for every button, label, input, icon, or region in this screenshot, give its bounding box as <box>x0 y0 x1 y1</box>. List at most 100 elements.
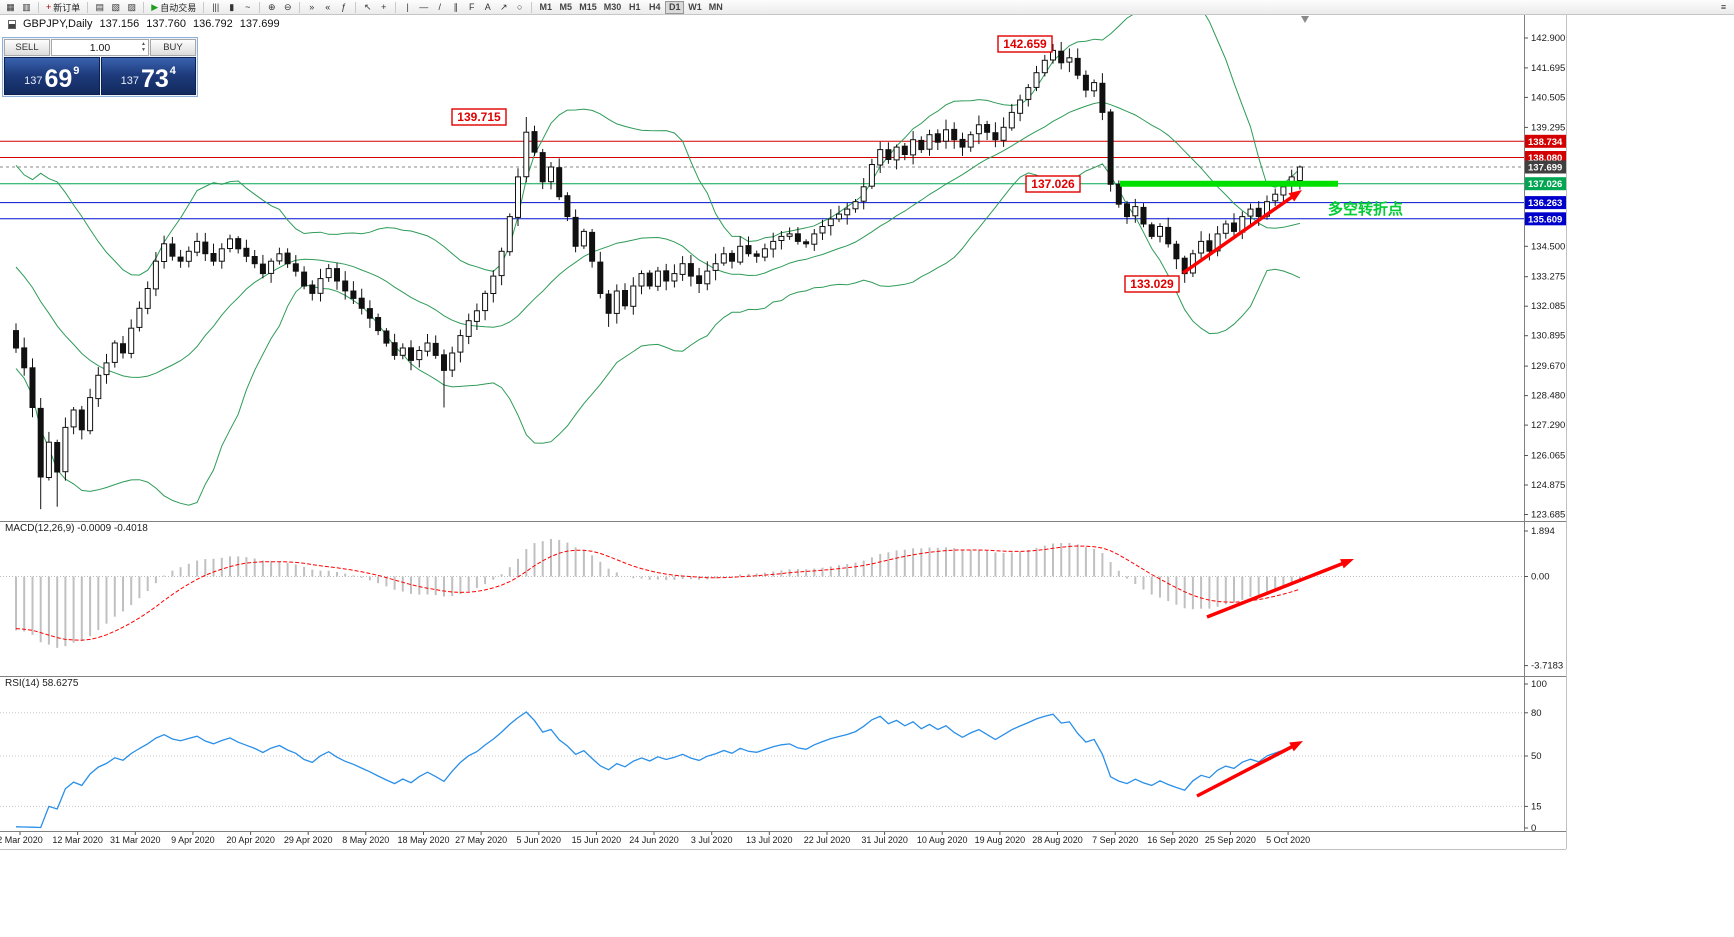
svg-text:126.065: 126.065 <box>1531 451 1565 462</box>
zoom-out-icon[interactable]: ⊖ <box>280 1 295 14</box>
autotrading-button[interactable]: ▶ 自动交易 <box>148 1 199 14</box>
buy-tab-button[interactable]: BUY <box>150 39 196 56</box>
arrows-tool-icon[interactable]: ↗ <box>496 1 511 14</box>
svg-text:3 Jul 2020: 3 Jul 2020 <box>691 835 733 845</box>
volume-decrease-icon[interactable]: ▼ <box>141 47 146 53</box>
fibonacci-icon[interactable]: F <box>464 1 479 14</box>
toolbar-separator <box>87 1 89 13</box>
svg-text:80: 80 <box>1531 708 1542 719</box>
timeframe-m5-button[interactable]: M5 <box>556 1 575 14</box>
auto-scroll-icon-glyph: » <box>309 1 315 12</box>
svg-text:16 Sep 2020: 16 Sep 2020 <box>1147 835 1198 845</box>
svg-text:123.685: 123.685 <box>1531 510 1565 521</box>
rsi-indicator-label: RSI(14) 58.6275 <box>5 678 79 689</box>
symbol-ohlc-header: GBPJPY,Daily 137.156 137.760 136.792 137… <box>8 18 280 30</box>
toolbar-separator <box>38 1 39 13</box>
svg-text:19 Aug 2020: 19 Aug 2020 <box>975 835 1026 845</box>
sell-tab-button[interactable]: SELL <box>4 39 50 56</box>
buy-price-button[interactable]: 137 73 4 <box>100 57 196 95</box>
horizontal-level-lines[interactable] <box>0 140 1524 220</box>
bar-chart-icon-glyph: ||| <box>212 1 220 12</box>
toolbar-separator <box>143 1 145 13</box>
chart-annotation[interactable] <box>1025 175 1081 193</box>
chart-annotation[interactable]: 133.029 <box>1130 277 1174 291</box>
trend-arrow[interactable] <box>1206 559 1349 619</box>
zoom-in-icon[interactable]: ⊕ <box>264 1 279 14</box>
autotrading-button-label: 自动交易 <box>160 2 197 13</box>
ohlc-open: 137.156 <box>99 18 140 30</box>
new-order-button[interactable]: + 新订单 <box>43 1 83 14</box>
indicators-icon[interactable]: ƒ <box>336 1 351 14</box>
price-annotations[interactable]: 142.659 139.715 137.026 133.029 多空转折点 <box>451 35 1403 293</box>
toolbar-separator <box>299 1 301 13</box>
market-watch-icon-glyph: ▤ <box>95 1 105 12</box>
ohlc-high: 137.760 <box>146 18 187 30</box>
data-window-icon[interactable]: ▧ <box>108 1 123 14</box>
trend-arrow[interactable] <box>1196 742 1298 798</box>
timeframe-m15-button[interactable]: M15 <box>576 1 600 14</box>
rsi-panel <box>0 711 1524 829</box>
sell-price-button[interactable]: 137 69 9 <box>4 57 100 95</box>
timeframe-h1-button[interactable]: H1 <box>625 1 644 14</box>
svg-text:141.695: 141.695 <box>1531 63 1565 74</box>
chart-shift-icon[interactable]: « <box>320 1 335 14</box>
svg-text:28 Aug 2020: 28 Aug 2020 <box>1032 835 1083 845</box>
toolbar-customize-icon[interactable]: ≡ <box>1716 1 1731 14</box>
new-chart-icon-glyph: ▦ <box>6 1 15 12</box>
vertical-line-icon[interactable]: | <box>400 1 415 14</box>
timeframe-w1-button[interactable]: W1 <box>685 1 705 14</box>
new-chart-icon[interactable]: ▦ <box>3 1 18 14</box>
chart-annotation[interactable]: 多空转折点 <box>1328 200 1403 218</box>
line-chart-icon[interactable]: ~ <box>240 1 255 14</box>
svg-text:135.609: 135.609 <box>1528 214 1562 225</box>
crosshair-icon[interactable]: + <box>376 1 391 14</box>
horizontal-line-icon[interactable]: — <box>416 1 431 14</box>
buy-price-point: 4 <box>169 65 176 77</box>
toolbar-separator <box>395 1 397 13</box>
chart-annotation[interactable] <box>451 108 507 126</box>
svg-text:127.290: 127.290 <box>1531 420 1565 431</box>
timeframe-m1-button[interactable]: M1 <box>536 1 555 14</box>
navigator-icon[interactable]: ▨ <box>124 1 139 14</box>
svg-text:132.085: 132.085 <box>1531 301 1565 312</box>
trend-arrow[interactable] <box>1289 741 1303 752</box>
trend-arrow[interactable] <box>1181 192 1298 275</box>
arrows-tool-icon-glyph: ↗ <box>499 1 508 12</box>
svg-text:10 Aug 2020: 10 Aug 2020 <box>917 835 968 845</box>
cursor-icon[interactable]: ↖ <box>360 1 375 14</box>
volume-increase-icon[interactable]: ▲ <box>141 41 146 47</box>
text-label-icon[interactable]: A <box>480 1 495 14</box>
trend-arrow[interactable] <box>1288 190 1303 202</box>
svg-text:138.734: 138.734 <box>1528 137 1563 148</box>
timeframe-m30-button[interactable]: M30 <box>601 1 625 14</box>
timeframe-d1-button[interactable]: D1 <box>665 0 685 14</box>
chart-annotation[interactable] <box>1124 275 1180 293</box>
profiles-icon[interactable]: ▥ <box>19 1 34 14</box>
buy-price-integer: 137 <box>120 75 139 87</box>
auto-scroll-icon[interactable]: » <box>304 1 319 14</box>
timeframe-mn-button[interactable]: MN <box>706 1 726 14</box>
bar-chart-icon[interactable]: ||| <box>208 1 223 14</box>
trendline-icon[interactable]: / <box>432 1 447 14</box>
channel-icon[interactable]: ∥ <box>448 1 463 14</box>
volume-field[interactable]: 1.00 ▲ ▼ <box>51 39 149 56</box>
svg-text:8 May 2020: 8 May 2020 <box>342 835 389 845</box>
chart-annotation[interactable]: 142.659 <box>1003 37 1047 51</box>
horizontal-line-icon-glyph: — <box>419 1 429 12</box>
market-watch-icon[interactable]: ▤ <box>92 1 107 14</box>
new-order-glyph: + <box>46 1 52 12</box>
timeframe-h4-button[interactable]: H4 <box>645 1 664 14</box>
candlestick-chart-icon[interactable]: ▮ <box>224 1 239 14</box>
trend-arrow[interactable] <box>1340 559 1354 569</box>
svg-text:133.275: 133.275 <box>1531 272 1565 283</box>
chart-annotation[interactable]: 137.026 <box>1031 177 1075 191</box>
trend-arrows[interactable] <box>1181 190 1354 798</box>
shapes-tool-icon[interactable]: ○ <box>512 1 527 14</box>
chart-annotation[interactable] <box>997 35 1053 53</box>
profiles-icon-glyph: ▥ <box>22 1 31 12</box>
chart-annotation[interactable]: 139.715 <box>457 110 501 124</box>
one-click-trading-panel: SELL 1.00 ▲ ▼ BUY 137 69 9 137 73 4 <box>2 37 198 97</box>
toolbar-separator <box>259 1 261 13</box>
candlesticks <box>13 42 1303 510</box>
